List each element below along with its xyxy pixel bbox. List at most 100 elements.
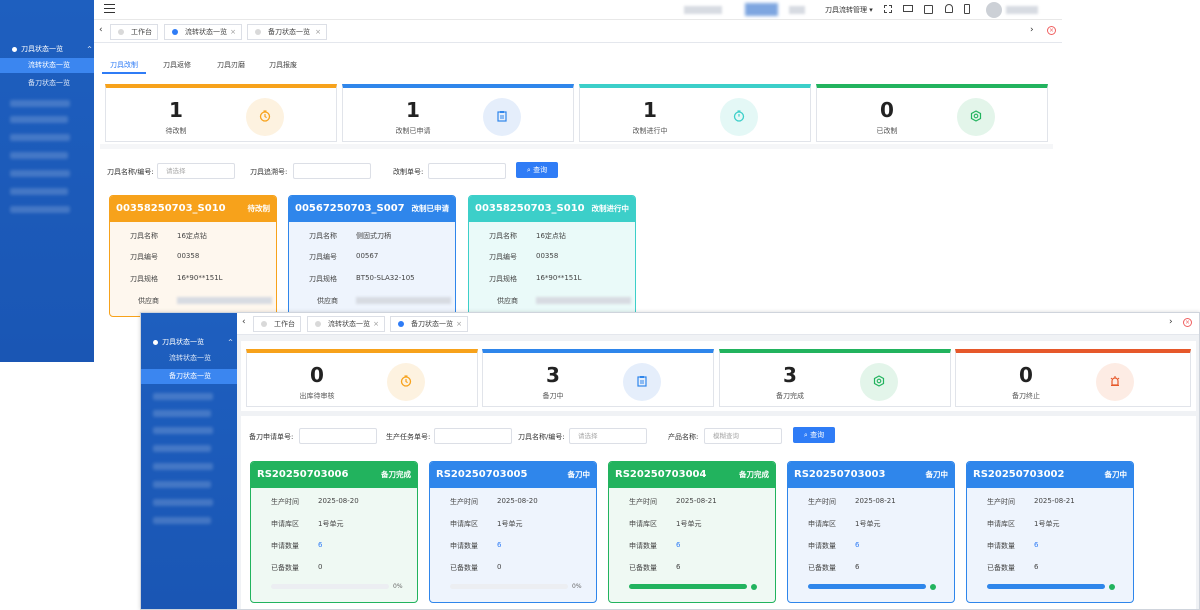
field-label: 已备数量 xyxy=(987,564,1015,572)
field-label: 申请库区 xyxy=(987,520,1015,528)
request-input[interactable] xyxy=(299,428,377,444)
prep-card[interactable]: RS20250703002 备刀中 生产时间 2025-08-21 申请库区 1号单元… xyxy=(966,461,1134,603)
field-label: 供应商 xyxy=(138,297,159,305)
prep-card[interactable]: RS20250703003 备刀中 生产时间 2025-08-21 申请库区 1号单元… xyxy=(787,461,955,603)
stat-card-in-progress[interactable]: 1 改制进行中 xyxy=(579,84,811,142)
field-label: 生产时间 xyxy=(629,498,657,506)
blurred-menu-item[interactable] xyxy=(10,206,70,213)
card-header: RS20250703002 备刀中 xyxy=(967,462,1133,488)
chevron-right-icon[interactable]: › xyxy=(1030,25,1034,35)
subtab-scrap[interactable]: 刀具报废 xyxy=(269,61,297,69)
close-icon[interactable]: × xyxy=(373,320,379,328)
close-icon[interactable]: × xyxy=(230,28,236,36)
prep-card[interactable]: RS20250703006 备刀完成 生产时间 2025-08-20 申请库区 1号单… xyxy=(250,461,418,603)
stat-card-terminated[interactable]: 0 备刀终止 xyxy=(955,349,1191,407)
tool-card[interactable]: 00358250703_S010 改制进行中 刀具名称 16定点钻 刀具编号 0035… xyxy=(468,195,636,317)
card-code: 00358250703_S010 xyxy=(116,203,226,214)
stat-card-pending[interactable]: 1 待改制 xyxy=(105,84,337,142)
close-icon[interactable]: × xyxy=(315,28,321,36)
chevron-left-icon[interactable]: ‹ xyxy=(242,317,246,327)
tool-select[interactable]: 请选择 xyxy=(157,163,235,179)
monitor-icon[interactable] xyxy=(903,5,913,12)
stat-card-done[interactable]: 0 已改制 xyxy=(816,84,1048,142)
fullscreen-icon[interactable] xyxy=(884,5,892,13)
tool-select[interactable]: 请选择 xyxy=(569,428,647,444)
sidebar-item-prep-status[interactable]: 备刀状态一览 xyxy=(28,79,70,87)
tab-dot-icon xyxy=(398,321,404,327)
stat-card-complete[interactable]: 3 备刀完成 xyxy=(719,349,951,407)
product-input[interactable]: 模糊查询 xyxy=(704,428,782,444)
bell-icon[interactable] xyxy=(945,4,953,13)
prep-card[interactable]: RS20250703005 备刀中 生产时间 2025-08-20 申请库区 1号单元… xyxy=(429,461,597,603)
blurred-menu-item[interactable] xyxy=(153,481,211,488)
stat-card-preparing[interactable]: 3 备刀中 xyxy=(482,349,714,407)
search-button[interactable]: ⌕ 查询 xyxy=(516,162,558,178)
module-menu[interactable]: 刀具流转管理 ▾ xyxy=(825,6,873,14)
blurred-menu-item[interactable] xyxy=(10,116,68,123)
sidebar-item-prep-status[interactable]: 备刀状态一览 xyxy=(141,369,237,384)
card-status: 备刀中 xyxy=(925,470,949,479)
tab-prep-status[interactable]: 备刀状态一览 × xyxy=(390,316,468,332)
chevron-right-icon[interactable]: › xyxy=(1169,317,1173,327)
tab-flow-status[interactable]: 流转状态一览 × xyxy=(307,316,385,332)
stat-card-applied[interactable]: 1 改制已申请 xyxy=(342,84,574,142)
sidebar-group-label: 刀具状态一览 xyxy=(162,338,204,346)
tab-prep-status[interactable]: 备刀状态一览 × xyxy=(247,24,327,40)
close-all-icon[interactable]: × xyxy=(1183,318,1192,327)
tab-workbench[interactable]: 工作台 xyxy=(110,24,158,40)
field-label: 已备数量 xyxy=(450,564,478,572)
tab-workbench[interactable]: 工作台 xyxy=(253,316,301,332)
stat-card-pending-review[interactable]: 0 出库待审核 xyxy=(246,349,478,407)
close-all-icon[interactable]: × xyxy=(1047,26,1056,35)
blurred-menu-item[interactable] xyxy=(10,170,70,177)
note-icon[interactable] xyxy=(924,5,933,14)
trace-input[interactable] xyxy=(293,163,371,179)
order-input[interactable] xyxy=(428,163,506,179)
blurred-menu-item[interactable] xyxy=(153,393,213,400)
field-value: 6 xyxy=(318,541,323,549)
blurred-menu-item[interactable] xyxy=(10,100,70,107)
stat-label: 备刀中 xyxy=(542,392,564,400)
sidebar-group[interactable]: 刀具状态一览 ^ xyxy=(153,337,233,347)
sidebar-item-flow-status[interactable]: 流转状态一览 xyxy=(0,58,94,73)
subtab-modify[interactable]: 刀具改制 xyxy=(110,61,138,69)
avatar[interactable] xyxy=(986,2,1002,18)
tab-dot-icon xyxy=(118,29,124,35)
tab-dot-icon xyxy=(172,29,178,35)
sidebar-item-flow-status[interactable]: 流转状态一览 xyxy=(169,354,211,362)
mobile-icon[interactable] xyxy=(964,4,970,14)
field-label: 刀具编号 xyxy=(130,253,158,261)
subtab-repair[interactable]: 刀具返修 xyxy=(163,61,191,69)
card-header: RS20250703004 备刀完成 xyxy=(609,462,775,488)
tool-card[interactable]: 00358250703_S010 待改制 刀具名称 16定点钻 刀具编号 00358 … xyxy=(109,195,277,317)
blurred-menu-item[interactable] xyxy=(153,463,213,470)
blurred-menu-item[interactable] xyxy=(153,499,213,506)
tab-flow-status[interactable]: 流转状态一览 × xyxy=(164,24,242,40)
field-label: 生产时间 xyxy=(450,498,478,506)
tool-card[interactable]: 00567250703_S007 改制已申请 刀具名称 侧固式刀柄 刀具编号 0056… xyxy=(288,195,456,317)
field-value: 16*90**151L xyxy=(177,274,223,282)
prep-card[interactable]: RS20250703004 备刀完成 生产时间 2025-08-21 申请库区 1号单… xyxy=(608,461,776,603)
blurred-menu-item[interactable] xyxy=(153,427,213,434)
progress-bar xyxy=(271,584,389,589)
blurred-menu-item[interactable] xyxy=(10,152,68,159)
field-value: 6 xyxy=(676,563,681,571)
blurred-menu-item[interactable] xyxy=(10,134,70,141)
card-header: 00358250703_S010 待改制 xyxy=(110,196,276,222)
blurred-menu-item[interactable] xyxy=(10,188,68,195)
blurred-menu-item[interactable] xyxy=(153,517,211,524)
sidebar: 刀具状态一览 ^ 流转状态一览 备刀状态一览 xyxy=(0,0,94,362)
menu-toggle-icon[interactable] xyxy=(104,4,115,13)
sidebar-group[interactable]: 刀具状态一览 ^ xyxy=(12,44,92,54)
blurred-menu-item[interactable] xyxy=(153,410,211,417)
search-button[interactable]: ⌕ 查询 xyxy=(793,427,835,443)
chevron-up-icon: ^ xyxy=(227,338,233,346)
card-code: RS20250703005 xyxy=(436,469,528,480)
task-input[interactable] xyxy=(434,428,512,444)
field-value: 6 xyxy=(676,541,681,549)
subtab-grind[interactable]: 刀具刃磨 xyxy=(217,61,245,69)
blurred-menu-item[interactable] xyxy=(153,445,211,452)
field-label: 申请库区 xyxy=(271,520,299,528)
close-icon[interactable]: × xyxy=(456,320,462,328)
chevron-left-icon[interactable]: ‹ xyxy=(99,25,103,35)
